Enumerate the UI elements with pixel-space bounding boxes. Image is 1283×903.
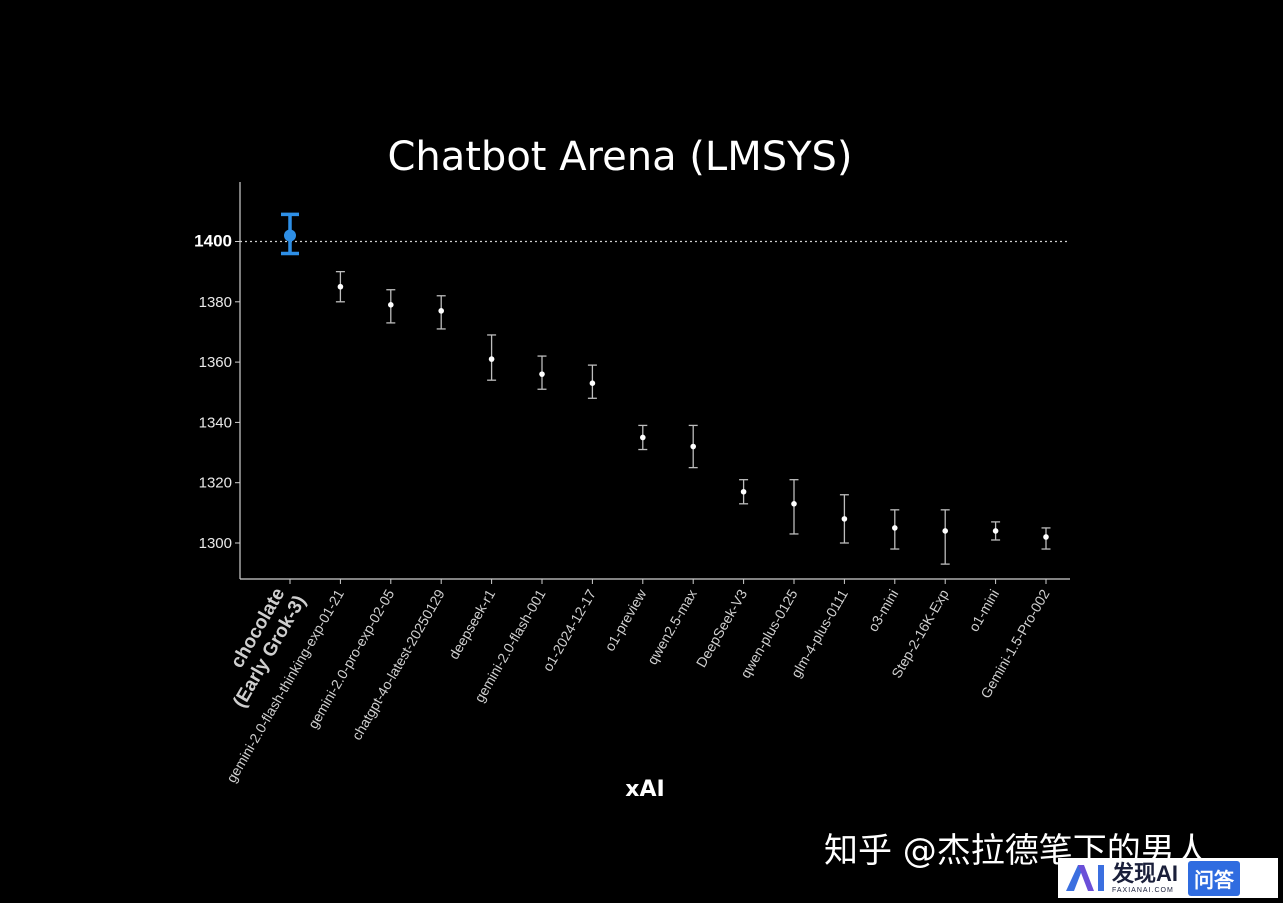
data-point [640, 434, 646, 441]
data-point [438, 308, 445, 314]
x-tick-label-line: o1-2024-12-17 [539, 586, 599, 674]
x-tick-label: o1-preview [601, 586, 650, 654]
xai-logo: xAI [625, 777, 664, 802]
x-tick-label: o1-mini [965, 587, 1002, 635]
badge-name: 发现AI [1112, 860, 1179, 886]
chart-title: Chatbot Arena (LMSYS) [387, 134, 852, 180]
data-point [791, 501, 797, 507]
x-tick-label-line: deepseek-r1 [445, 586, 498, 662]
error-bar-group [537, 355, 547, 390]
y-tick-label: 1380 [199, 294, 232, 311]
y-ticks: 1300 1320 1340 1360 1380 1400 [194, 232, 240, 552]
x-tick-label: gemini-2.0-pro-exp-02-05 [305, 586, 398, 731]
data-point [539, 371, 545, 377]
error-bar-group [386, 289, 396, 324]
data-point [892, 525, 898, 531]
error-bar-group [436, 295, 446, 330]
error-bar-group [789, 479, 799, 535]
y-tick-label: 1400 [194, 232, 232, 251]
x-tick-label: DeepSeek-V3 [693, 586, 751, 670]
error-bar-group [688, 424, 698, 469]
error-bar-group [739, 479, 749, 505]
data-point [1043, 534, 1049, 540]
data-point [488, 356, 495, 362]
error-bar-group [638, 424, 648, 451]
data-point [284, 229, 296, 242]
error-bar-group [839, 494, 849, 544]
data-point [388, 302, 394, 308]
x-tick-label: chatgpt-4o-latest-20250129 [348, 586, 448, 742]
x-tick-label: o3-mini [865, 587, 902, 635]
x-tick-label: chocolate(Early Grok-3) [210, 581, 310, 711]
error-bar-group [487, 334, 497, 381]
y-tick-label: 1300 [199, 535, 232, 552]
error-bar-group [587, 364, 597, 399]
axes [239, 182, 1070, 580]
data-point [337, 283, 344, 290]
x-tick-label-line: gemini-2.0-pro-exp-02-05 [305, 586, 398, 731]
error-bar-group [281, 212, 299, 256]
x-tick-label: qwen2.5-max [644, 587, 700, 668]
data-marks [281, 212, 1051, 565]
x-tick-label-line: DeepSeek-V3 [693, 586, 751, 670]
y-tick-label: 1320 [199, 475, 232, 492]
faxianai-badge: 发现AI FAXIANAI.COM 问答 [1058, 858, 1278, 898]
error-bar-group [991, 521, 1001, 541]
error-bar-group [1041, 527, 1051, 550]
data-point [841, 516, 848, 522]
y-tick-label: 1340 [199, 414, 232, 431]
x-tick-label-line: o1-mini [965, 587, 1002, 635]
x-tick-label-line: chatgpt-4o-latest-20250129 [348, 586, 448, 742]
ai-logo-icon [1064, 863, 1108, 893]
data-point [690, 443, 696, 450]
error-bar-group [335, 270, 345, 303]
data-point [740, 488, 747, 495]
x-tick-label: o1-2024-12-17 [539, 586, 599, 674]
x-tick-label-line: o1-preview [601, 586, 650, 654]
error-bar-group [940, 509, 950, 565]
x-tick-label-line: qwen2.5-max [644, 587, 700, 668]
badge-tag: 问答 [1188, 860, 1241, 896]
error-bar-group [890, 509, 900, 550]
x-tick-label-line: o3-mini [865, 587, 902, 635]
data-point [942, 528, 948, 534]
data-point [589, 380, 596, 387]
x-tick-labels: chocolate(Early Grok-3)gemini-2.0-flash-… [210, 579, 1053, 785]
badge-text: 发现AI FAXIANAI.COM [1112, 860, 1179, 894]
x-tick-label: deepseek-r1 [445, 586, 498, 662]
data-point [992, 528, 999, 534]
y-tick-label: 1360 [199, 354, 232, 371]
badge-url: FAXIANAI.COM [1112, 886, 1174, 894]
